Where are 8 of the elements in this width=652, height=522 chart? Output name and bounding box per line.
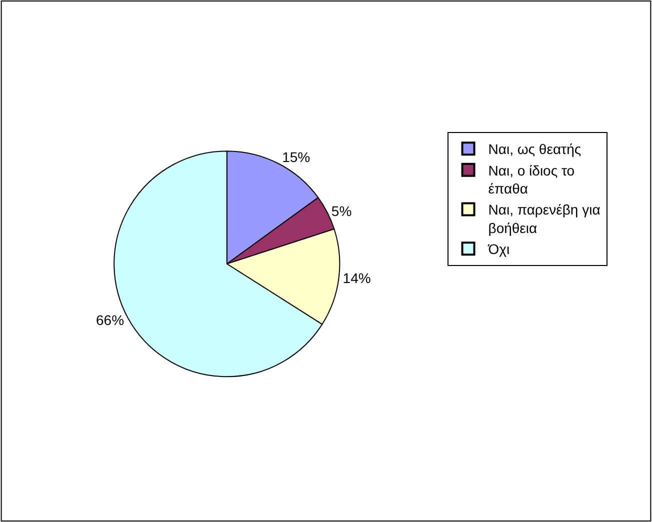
legend-label: Ναι, ως θεατής: [488, 141, 582, 158]
legend-label: Όχι: [487, 241, 510, 258]
legend-label: Ναι, παρενέβη για βοήθεια: [488, 202, 600, 236]
data-label: 14%: [342, 270, 371, 286]
legend-label: Ναι, ο ίδιος το έπαθα: [488, 162, 575, 197]
data-label: 15%: [282, 149, 310, 166]
data-label: 5%: [331, 203, 352, 220]
data-label: 66%: [96, 312, 124, 328]
